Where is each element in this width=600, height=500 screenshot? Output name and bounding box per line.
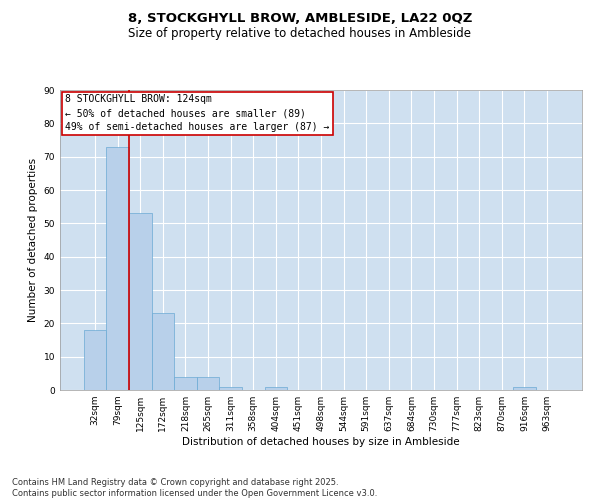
X-axis label: Distribution of detached houses by size in Ambleside: Distribution of detached houses by size … — [182, 437, 460, 447]
Text: 8 STOCKGHYLL BROW: 124sqm
← 50% of detached houses are smaller (89)
49% of semi-: 8 STOCKGHYLL BROW: 124sqm ← 50% of detac… — [65, 94, 329, 132]
Text: Size of property relative to detached houses in Ambleside: Size of property relative to detached ho… — [128, 28, 472, 40]
Bar — [265, 386, 287, 390]
Bar — [174, 376, 197, 390]
Bar — [84, 330, 106, 390]
Bar — [106, 146, 129, 390]
Bar — [152, 314, 174, 390]
Bar — [197, 376, 220, 390]
Text: 8, STOCKGHYLL BROW, AMBLESIDE, LA22 0QZ: 8, STOCKGHYLL BROW, AMBLESIDE, LA22 0QZ — [128, 12, 472, 26]
Bar — [513, 386, 536, 390]
Y-axis label: Number of detached properties: Number of detached properties — [28, 158, 38, 322]
Text: Contains HM Land Registry data © Crown copyright and database right 2025.
Contai: Contains HM Land Registry data © Crown c… — [12, 478, 377, 498]
Bar — [220, 386, 242, 390]
Bar — [129, 214, 152, 390]
